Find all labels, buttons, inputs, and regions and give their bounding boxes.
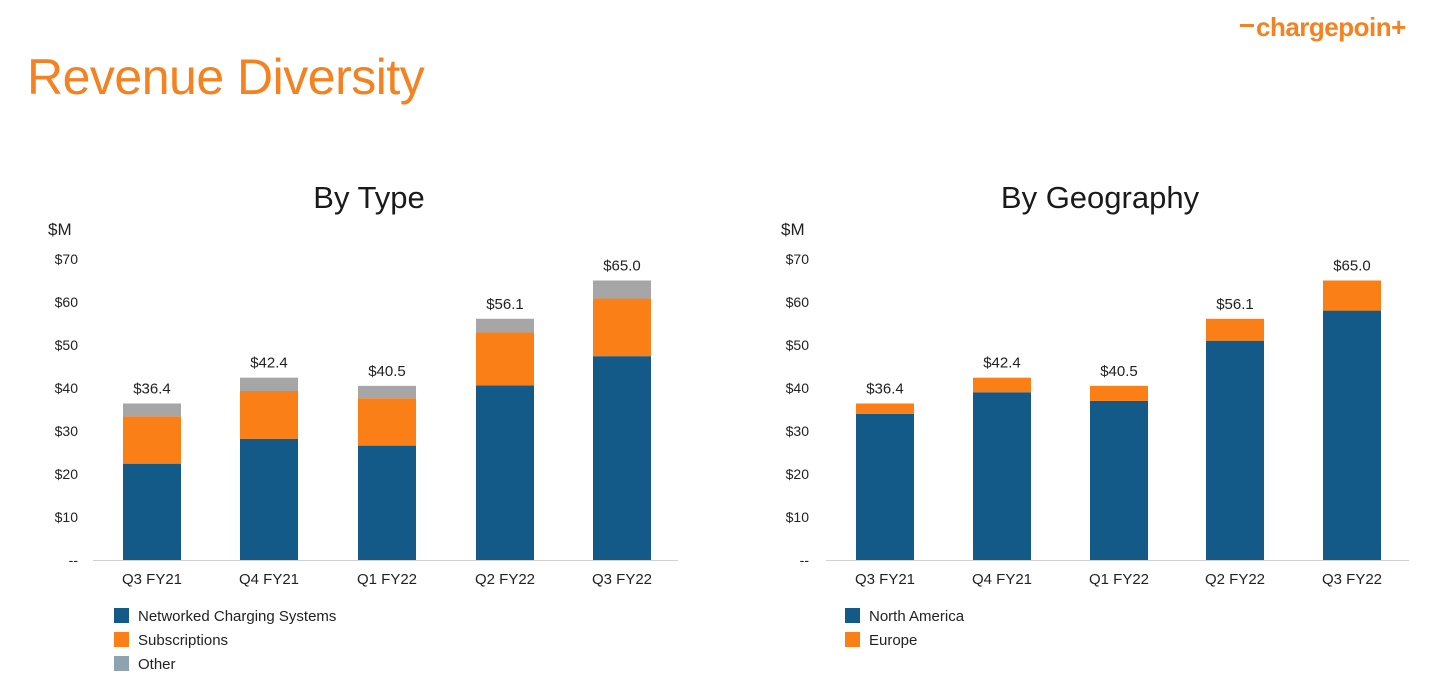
geo-total-label-3: $56.1 (1216, 296, 1254, 313)
type-bar-3-series-2 (476, 318, 534, 333)
geo-y-unit-label: $M (781, 220, 805, 239)
geo-bar-1-series-1 (973, 377, 1031, 393)
type-chart-title: By Type (313, 180, 424, 215)
page-title: Revenue Diversity (27, 49, 425, 105)
type-legend-label-2: Other (138, 656, 176, 673)
geo-total-label-4: $65.0 (1333, 258, 1371, 275)
type-bar-3-series-1 (476, 332, 534, 386)
type-legend-swatch-1 (114, 632, 129, 647)
geo-x-tick-0: Q3 FY21 (855, 571, 915, 588)
type-legend-label-1: Subscriptions (138, 632, 228, 649)
geo-bar-1-series-0 (973, 392, 1031, 560)
geo-bar-4-series-0 (1323, 310, 1381, 560)
geo-y-tick-6: $60 (786, 294, 810, 310)
type-bar-0-series-1 (123, 416, 181, 464)
type-bar-0-series-0 (123, 463, 181, 560)
type-bar-4-series-1 (593, 298, 651, 357)
geo-legend-label-0: North America (869, 608, 965, 625)
type-bar-1-series-1 (240, 391, 298, 439)
type-legend-swatch-0 (114, 608, 129, 623)
type-legend-label-0: Networked Charging Systems (138, 608, 336, 625)
type-y-tick-2: $20 (55, 466, 79, 482)
geo-total-label-2: $40.5 (1100, 363, 1138, 380)
geo-legend-label-1: Europe (869, 632, 917, 649)
type-bar-4-series-0 (593, 356, 651, 560)
geo-y-tick-4: $40 (786, 380, 810, 396)
type-total-label-0: $36.4 (133, 380, 171, 397)
geo-x-tick-2: Q1 FY22 (1089, 571, 1149, 588)
type-legend-swatch-2 (114, 656, 129, 671)
type-bar-2-series-1 (358, 398, 416, 446)
geo-bar-0-series-0 (856, 413, 914, 560)
type-total-label-3: $56.1 (486, 296, 524, 313)
type-bar-2-series-2 (358, 385, 416, 399)
geo-bar-3-series-1 (1206, 318, 1264, 341)
geo-y-tick-1: $10 (786, 509, 810, 525)
chargepoint-logo-graphic: chargepoin+ (1240, 12, 1407, 42)
type-y-unit-label: $M (48, 220, 72, 239)
type-x-tick-1: Q4 FY21 (239, 571, 299, 588)
geo-y-tick-7: $70 (786, 251, 810, 267)
geo-y-tick-2: $20 (786, 466, 810, 482)
geo-total-label-0: $36.4 (866, 380, 904, 397)
type-y-tick-4: $40 (55, 380, 79, 396)
geo-chart-title: By Geography (1001, 180, 1200, 215)
geo-bar-2-series-0 (1090, 400, 1148, 560)
geo-bar-4-series-1 (1323, 280, 1381, 311)
type-x-tick-3: Q2 FY22 (475, 571, 535, 588)
geo-x-tick-1: Q4 FY21 (972, 571, 1032, 588)
type-total-label-1: $42.4 (250, 355, 288, 372)
geo-bar-2-series-1 (1090, 385, 1148, 401)
type-y-tick-1: $10 (55, 509, 79, 525)
type-bar-4-series-2 (593, 280, 651, 299)
type-y-tick-6: $60 (55, 294, 79, 310)
type-x-tick-0: Q3 FY21 (122, 571, 182, 588)
geo-y-tick-3: $30 (786, 423, 810, 439)
geo-bar-0-series-1 (856, 403, 914, 414)
type-bar-1-series-0 (240, 438, 298, 560)
geo-y-tick-5: $50 (786, 337, 810, 353)
geo-total-label-1: $42.4 (983, 355, 1021, 372)
geo-legend-swatch-0 (845, 608, 860, 623)
geo-bar-3-series-0 (1206, 340, 1264, 560)
type-bar-3-series-0 (476, 385, 534, 560)
type-bar-0-series-2 (123, 403, 181, 417)
type-x-tick-4: Q3 FY22 (592, 571, 652, 588)
type-y-tick-7: $70 (55, 251, 79, 267)
chargepoint-logo: chargepoin+ (1238, 6, 1416, 46)
type-total-label-2: $40.5 (368, 363, 406, 380)
type-bar-1-series-2 (240, 377, 298, 392)
type-y-tick-0: -- (69, 552, 79, 568)
geo-legend-swatch-1 (845, 632, 860, 647)
type-y-tick-3: $30 (55, 423, 79, 439)
chart-by-type: By Type $M -- $10 $20 $30 $40 $50 $60 $70 $36.4 Q3 … (48, 180, 678, 673)
geo-x-tick-4: Q3 FY22 (1322, 571, 1382, 588)
type-y-tick-5: $50 (55, 337, 79, 353)
type-x-tick-2: Q1 FY22 (357, 571, 417, 588)
type-bar-2-series-0 (358, 445, 416, 560)
logo-wordmark: chargepoin+ (1256, 12, 1406, 42)
geo-y-tick-0: -- (800, 552, 810, 568)
type-total-label-4: $65.0 (603, 258, 641, 275)
geo-x-tick-3: Q2 FY22 (1205, 571, 1265, 588)
